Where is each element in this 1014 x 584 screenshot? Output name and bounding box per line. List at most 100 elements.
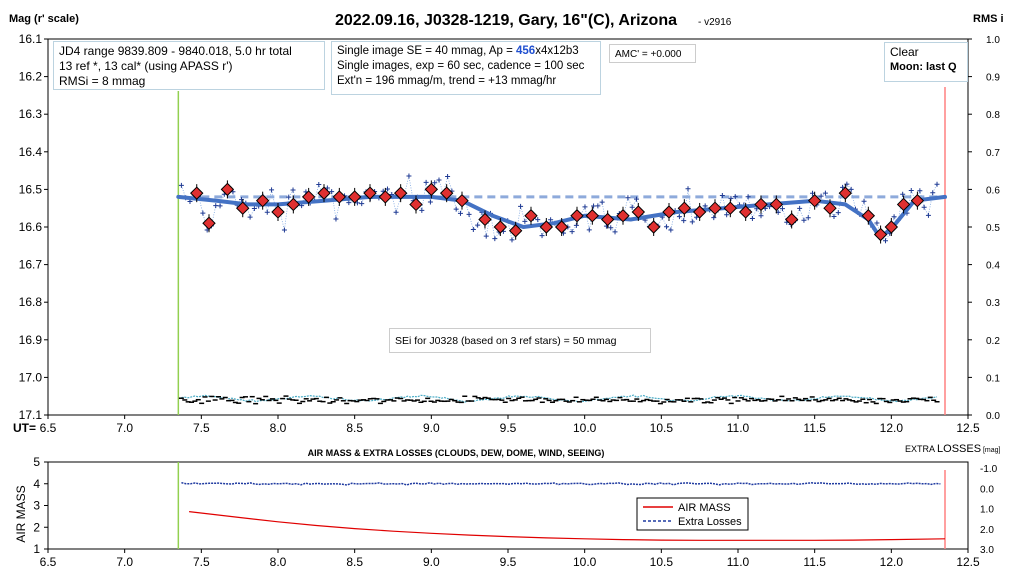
binned-point-marker [524,209,538,223]
single-image-point [595,203,601,209]
binned-point-marker [585,209,600,223]
binned-point-marker [393,186,408,200]
x-axis-label: UT= [13,421,36,435]
lower-x-tick-label: 11.0 [727,555,750,569]
single-image-point [917,188,923,194]
single-image-point [883,238,889,244]
single-image-point [861,198,867,204]
single-image-point [840,184,846,190]
lower-y-tick-label-left: 5 [33,455,40,469]
binned-point-marker [236,201,250,215]
single-image-point [509,237,515,243]
single-image-point [900,191,906,197]
single-image-point [801,217,807,223]
extra-losses-trace [181,481,941,486]
y-tick-label-right: 0.1 [986,373,1000,384]
binned-point-marker [600,212,615,227]
single-image-point [608,225,614,231]
y-tick-label-right: 0.4 [986,261,1000,272]
lower-y-tick-label-left: 2 [33,520,40,534]
binned-point-marker [910,193,925,208]
binned-point-marker [439,186,454,200]
lower-y-left-label: AIR MASS [14,485,28,542]
single-image-point [470,227,476,233]
single-image-point [908,188,914,194]
binned-point-marker [317,186,331,200]
binned-point-marker [332,190,347,204]
binned-point-marker [884,220,899,234]
y-tick-label-left: 16.5 [19,182,43,196]
exposure-info-box: Single image SE = 40 mmag, Ap = 456x4x12… [331,41,601,95]
binned-point-marker [347,190,362,204]
single-image-point [633,196,639,202]
y-tick-label-right: 0.8 [986,110,1000,121]
y-tick-label-right: 0.5 [986,223,1000,234]
binned-point-marker [493,220,508,234]
lower-x-tick-label: 9.5 [500,555,517,569]
single-image-point [719,192,725,198]
single-image-point [835,210,841,216]
single-image-point [539,233,545,239]
binned-point-marker [754,197,768,212]
binned-point-marker [646,220,661,234]
single-image-point [822,190,828,196]
single-image-point [874,220,880,226]
jd-info-box: JD4 range 9839.809 - 9840.018, 5.0 hr to… [53,41,325,90]
x-tick-label: 11.0 [727,421,750,435]
lower-y-tick-label-left: 1 [33,542,40,556]
binned-point-marker [539,220,554,234]
chart-version: - v2916 [698,17,732,28]
single-image-point [406,173,412,179]
lower-y-tick-label-right: 2.0 [980,525,994,536]
y-tick-label-left: 17.1 [19,408,43,422]
single-image-point [779,206,785,212]
x-tick-label: 6.5 [40,421,57,435]
x-tick-label: 9.0 [423,421,440,435]
single-image-point [548,217,554,223]
legend-losses-label: Extra Losses [678,516,742,528]
binned-point-marker [378,190,393,204]
single-image-point [286,194,292,200]
lower-x-tick-label: 7.5 [193,555,210,569]
binned-point-marker [271,205,285,219]
chart-title: 2022.09.16, J0328-1219, Gary, 16"(C), Ar… [335,12,677,29]
lower-x-tick-label: 8.5 [346,555,363,569]
single-image-point [316,181,322,187]
single-image-point [728,195,734,201]
binned-point-marker [692,205,707,219]
lower-y-tick-label-right: 0.0 [980,484,994,495]
single-image-point [732,194,738,200]
single-image-point [200,210,206,216]
binned-point-marker [190,186,204,200]
single-image-point [281,227,287,233]
single-image-point [290,187,296,193]
legend-airmass-label: AIR MASS [678,502,731,514]
single-image-point [457,210,463,216]
single-image-point [247,214,253,220]
single-image-point [591,203,597,209]
lower-y-right-label: EXTRA LOSSES [mag] [905,443,1001,455]
lower-x-tick-label: 12.0 [880,555,904,569]
single-image-point [831,213,837,219]
y-tick-label-left: 16.8 [19,295,43,309]
lower-plot-area [47,461,969,550]
y-tick-label-left: 16.4 [19,145,43,159]
binned-point-marker [807,193,822,208]
single-image-point [599,199,605,205]
x-tick-label: 11.5 [803,421,826,435]
single-image-point [264,209,270,215]
y-tick-label-left: 16.7 [19,258,43,272]
amc-box: AMC' = +0.000 [609,44,696,63]
binned-point-marker [631,205,646,219]
single-image-point [711,215,717,221]
single-image-point [934,181,940,187]
binned-point-marker [769,197,784,212]
single-image-point [269,187,275,193]
single-image-point [844,181,850,187]
single-image-point [445,174,451,180]
lower-x-tick-label: 10.0 [573,555,597,569]
single-image-point [818,193,824,199]
single-image-se-text: Single image SE = 40 mmag, Ap = 456x4x12… [337,45,579,57]
single-image-point [745,194,751,200]
